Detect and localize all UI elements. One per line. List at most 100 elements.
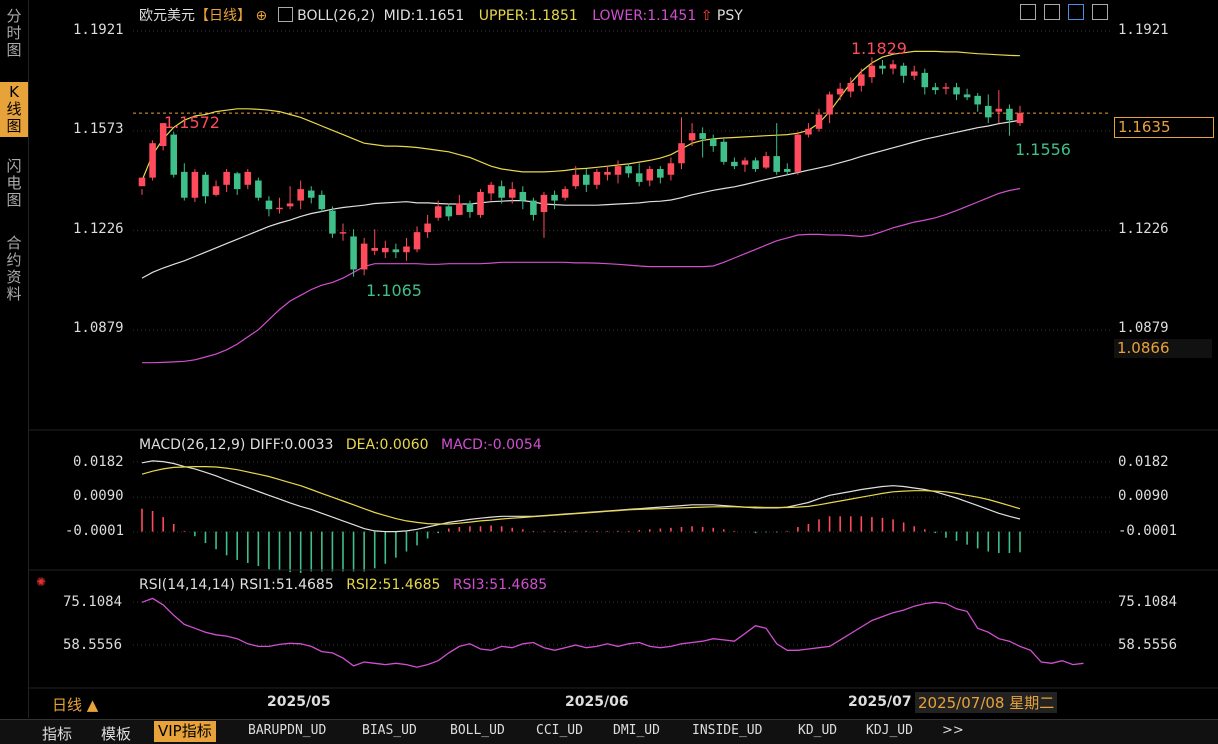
sidebar-item-flash[interactable]: 闪 电 图	[6, 157, 22, 209]
candle-body	[350, 236, 357, 270]
layout-icon[interactable]	[1044, 4, 1060, 20]
annotation-high: 1.1829	[851, 39, 907, 58]
boll-upper-line	[141, 50, 1021, 181]
candle-body	[953, 87, 960, 95]
candle-body	[625, 166, 632, 174]
price-tick-right: 1.1921	[1118, 22, 1169, 38]
candle-body	[276, 207, 283, 210]
cursor-date: 2025/07/08 星期二	[915, 692, 1058, 713]
price-tick-left: 1.1921	[73, 22, 124, 38]
sidebar: 分 时 图 K 线 图 闪 电 图 合 约 资 料	[0, 0, 29, 718]
candle-body	[255, 180, 262, 198]
annotation-low: 1.1065	[366, 281, 422, 300]
candle-body	[614, 166, 622, 175]
candle-body	[783, 169, 791, 172]
candle-body	[942, 87, 950, 89]
tab-barupdn[interactable]: BARUPDN_UD	[248, 723, 327, 738]
candle-body	[286, 203, 294, 207]
candle-body	[170, 134, 178, 175]
tab-inside[interactable]: INSIDE_UD	[692, 723, 763, 738]
candle-body	[847, 82, 855, 92]
candle-body	[900, 65, 907, 76]
rsi3-value: RSI3:51.4685	[452, 577, 548, 593]
candle-body	[657, 169, 664, 178]
sidebar-item-contract[interactable]: 合 约 资 料	[6, 234, 22, 303]
candle-body	[741, 160, 749, 165]
candle-body	[868, 65, 876, 78]
macd-diff-line	[141, 460, 1021, 533]
candle-body	[836, 88, 844, 95]
candle-body	[360, 243, 368, 270]
x-tick-label: 2025/07	[848, 694, 912, 710]
psy-label[interactable]: PSY	[716, 8, 743, 24]
chart-mode-icon[interactable]	[1068, 4, 1084, 20]
price-tick-left: 1.1226	[73, 221, 124, 237]
tab-kd[interactable]: KD_UD	[798, 723, 838, 738]
candle-body	[339, 232, 347, 234]
period-selector[interactable]: 日线 ▲	[52, 696, 99, 714]
price-tick-right: 1.1226	[1118, 221, 1169, 237]
low-marker-box: 1.0866	[1114, 339, 1212, 358]
exit-icon[interactable]	[1092, 4, 1108, 20]
candle-body	[477, 191, 484, 215]
candle-body	[731, 161, 738, 167]
candle-body	[212, 186, 220, 195]
candle-body	[805, 128, 812, 135]
macd-tick-left: -0.0001	[65, 523, 125, 539]
candle-body	[223, 171, 230, 185]
candle-body	[403, 246, 410, 253]
tab-bias[interactable]: BIAS_UD	[362, 723, 417, 738]
x-tick-label: 2025/05	[267, 694, 331, 710]
candle-body	[699, 133, 706, 139]
sidebar-item-timeshare[interactable]: 分 时 图	[6, 7, 22, 59]
candle-body	[688, 133, 696, 141]
boll-upper: UPPER:1.1851	[478, 8, 578, 24]
indicator-icon[interactable]	[277, 7, 293, 22]
macd-dea-line	[141, 466, 1021, 525]
candle-body	[487, 184, 495, 194]
candle-body	[392, 249, 400, 253]
candle-body	[635, 173, 643, 182]
sidebar-item-kline[interactable]: K 线 图	[0, 82, 28, 137]
rsi-tick-right: 75.1084	[1118, 594, 1178, 610]
tab-vip-indicators[interactable]: VIP指标	[154, 721, 216, 742]
candle-body	[752, 160, 759, 170]
tab-boll[interactable]: BOLL_UD	[450, 723, 505, 738]
candle-body	[138, 177, 146, 187]
rsi-header: RSI(14,14,14) RSI1:51.4685 RSI2:51.4685 …	[139, 577, 547, 593]
candle-body	[593, 171, 601, 185]
gear-icon[interactable]: ✺	[36, 575, 47, 589]
candle-body	[318, 194, 326, 210]
tab-cci[interactable]: CCI_UD	[536, 723, 583, 738]
indicator-tab-bar: 指标 模板 VIP指标 BARUPDN_UD BIAS_UD BOLL_UD C…	[0, 719, 1218, 744]
boll-mid: MID:1.1651	[383, 8, 465, 24]
current-price-box: 1.1635	[1114, 117, 1214, 138]
candle-body	[720, 141, 728, 162]
candle-body	[498, 186, 505, 198]
candle-body	[646, 169, 654, 181]
tab-dmi[interactable]: DMI_UD	[613, 723, 660, 738]
candle-body	[159, 123, 167, 147]
chart-canvas[interactable]: 1.1572 1.1065 1.1829 1.1556	[0, 0, 1218, 718]
settings-icon[interactable]: ⊕	[255, 8, 268, 24]
arrow-up-icon[interactable]: ⇧	[700, 8, 713, 24]
rsi-line	[141, 597, 1084, 668]
macd-tick-right: 0.0090	[1118, 488, 1169, 504]
rsi-tick-left: 58.5556	[63, 637, 123, 653]
tab-kdj[interactable]: KDJ_UD	[866, 723, 913, 738]
tab-indicators[interactable]: 指标	[42, 725, 73, 743]
candle-body	[551, 194, 558, 201]
candle-body	[191, 171, 199, 198]
tab-templates[interactable]: 模板	[101, 725, 132, 743]
candle-body	[202, 174, 209, 197]
rsi1-value: RSI1:51.4685	[239, 577, 334, 593]
period-label[interactable]: 【日线】	[195, 8, 251, 24]
x-tick-label: 2025/06	[565, 694, 629, 710]
candle-body	[826, 94, 833, 115]
candle-body	[424, 223, 431, 233]
candle-body	[508, 189, 516, 198]
crosshair-icon[interactable]	[1020, 4, 1036, 20]
candle-body	[995, 108, 1003, 112]
rsi2-value: RSI2:51.4685	[346, 577, 441, 593]
tab-more[interactable]: >>	[942, 723, 964, 738]
